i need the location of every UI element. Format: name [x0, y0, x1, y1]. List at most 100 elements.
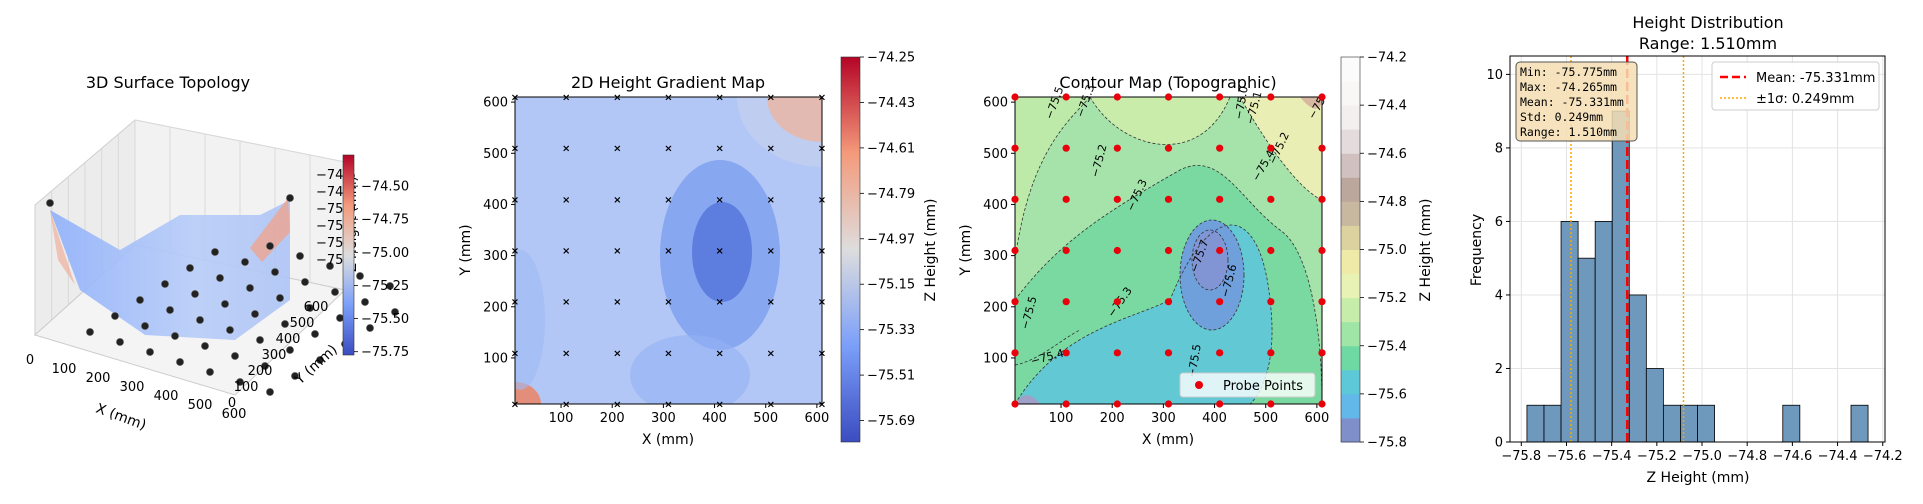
contour-x-tick: 400 [1202, 411, 1227, 426]
heatmap-probe-marker: × [562, 400, 570, 411]
heatmap-probe-marker: × [613, 246, 621, 257]
surface-probe-points [46, 194, 399, 396]
heatmap-probe-marker: × [818, 348, 826, 359]
contour-probe-point [1164, 400, 1173, 408]
surface-y-tick: 500 [290, 316, 315, 331]
surface-probe-point [161, 280, 169, 288]
surface-probe-point [326, 262, 334, 270]
heatmap-colorbar-tick: −74.97 [867, 232, 915, 247]
heatmap-ylabel: Y (mm) [458, 224, 474, 276]
heatmap-x-tick: 300 [651, 411, 676, 426]
heatmap-colorbar-tick: −75.15 [867, 278, 915, 293]
surface-probe-point [276, 294, 284, 302]
heatmap-probe-marker: × [767, 400, 775, 411]
contour-probe-point [1062, 298, 1070, 306]
surface-colorbar-tick: −74.75 [361, 213, 409, 228]
contour-colorbar-tick: −75.2 [1367, 291, 1407, 306]
histogram-x-tick: −75.6 [1547, 449, 1587, 464]
contour-probe-point [1216, 298, 1224, 306]
legend-probe-marker [1195, 381, 1203, 389]
contour-colorbar-band [1341, 369, 1360, 395]
surface-probe-point [331, 288, 339, 296]
surface-x-tick: 500 [188, 398, 213, 413]
surface-probe-point [226, 326, 234, 334]
surface-y-tick: 200 [248, 364, 273, 379]
histogram-bar [1560, 221, 1579, 443]
heatmap-probe-marker: × [715, 400, 723, 411]
contour-x-axis: 100 200 300 400 500 600 [1049, 404, 1329, 426]
surface-probe-point [196, 316, 204, 324]
heatmap-probe-marker: × [767, 195, 775, 206]
contour-lines [1015, 97, 1322, 404]
heatmap-probe-marker: × [562, 246, 570, 257]
surface-probe-point [141, 322, 149, 330]
contour-probe-point [1113, 400, 1121, 408]
surface-probe-point [281, 320, 289, 328]
contour-probe-point [1164, 195, 1173, 203]
contour-colorbar-band [1341, 273, 1360, 299]
surface-probe-point [211, 248, 219, 256]
stats-line: Mean: -75.331mm [1520, 95, 1624, 109]
surface-probe-point [256, 336, 264, 344]
heatmap-probe-marker: × [613, 93, 621, 104]
surface-probe-point [176, 358, 184, 366]
heatmap-title: 2D Height Gradient Map [571, 73, 765, 92]
surface-title: 3D Surface Topology [86, 73, 250, 92]
heatmap-probe-marker: × [664, 144, 672, 155]
heatmap-x-tick: 200 [600, 411, 625, 426]
heatmap-probe-marker: × [511, 297, 519, 308]
heatmap-probe-marker: × [767, 93, 775, 104]
contour-probe-point [1113, 246, 1121, 255]
surface-probe-point [216, 274, 224, 282]
contour-colorbar-band [1341, 393, 1360, 419]
contour-colorbar-band [1341, 225, 1360, 250]
contour-y-tick: 500 [983, 147, 1008, 162]
surface-probe-point [241, 258, 249, 266]
contour-colorbar-band [1341, 153, 1360, 178]
surface-colorbar [342, 154, 355, 356]
surface-probe-point [361, 298, 369, 306]
contour-colorbar-tick: −75.6 [1367, 387, 1407, 402]
heatmap-high-corner [767, 97, 822, 142]
heatmap-x-tick: 400 [702, 411, 727, 426]
heatmap-deep-region [692, 202, 752, 302]
heatmap-colorbar-label: Z Height (mm) [923, 199, 939, 302]
contour-probe-point [1113, 349, 1121, 357]
contour-probe-point [1267, 144, 1275, 152]
histogram-x-tick: −75.8 [1501, 449, 1541, 464]
heatmap-y-tick: 200 [483, 300, 508, 315]
heatmap-frame [514, 96, 823, 405]
surface-probe-point [311, 330, 319, 338]
surface-y-tick: 600 [304, 300, 329, 315]
surface-probe-point [46, 199, 54, 207]
stats-line: Std: 0.249mm [1520, 110, 1603, 124]
contour-probe-point [1318, 349, 1326, 357]
surface-probe-point [266, 242, 274, 250]
contour-probe-point [1062, 349, 1070, 357]
heatmap-probe-marker: × [511, 144, 519, 155]
surface-x-tick: 100 [52, 362, 77, 377]
surface-probe-point [386, 282, 394, 290]
heatmap-probe-marker: × [767, 144, 775, 155]
surface-probe-point [111, 312, 119, 320]
contour-probe-point [1113, 144, 1121, 152]
heatmap-probe-marker: × [613, 195, 621, 206]
contour-probe-point [1318, 400, 1326, 408]
contour-probe-point [1164, 93, 1173, 101]
contour-colorbar-tick: −74.8 [1367, 195, 1407, 210]
heatmap-probe-marker: × [613, 144, 621, 155]
surface-probe-point [251, 310, 259, 318]
surface-probe-point [86, 328, 94, 336]
heatmap-y-tick: 600 [483, 96, 508, 111]
surface-colorbar-tick: −75.00 [361, 246, 409, 261]
histogram-ylabel: Frequency [1469, 214, 1485, 286]
histogram-bar [1850, 404, 1869, 443]
contour-y-tick: 200 [983, 300, 1008, 315]
surface-probe-point [231, 352, 239, 360]
histogram-bar [1645, 368, 1664, 443]
histogram-bars [1526, 110, 1869, 443]
contour-probe-point [1318, 195, 1326, 203]
contour-colorbar-tick: −74.2 [1367, 51, 1407, 66]
contour-band-high-2 [1240, 97, 1322, 200]
stats-box: Min: -75.775mm Max: -74.265mm Mean: -75.… [1515, 61, 1638, 142]
